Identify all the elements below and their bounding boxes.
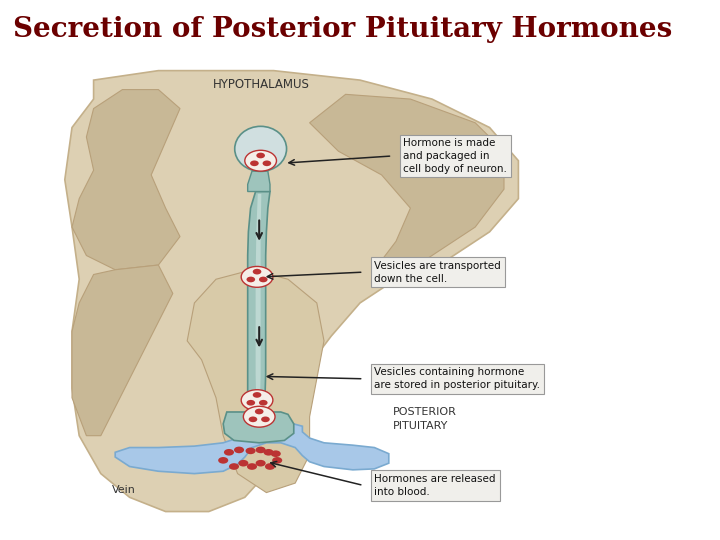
Circle shape xyxy=(263,160,271,166)
Circle shape xyxy=(264,449,274,456)
Polygon shape xyxy=(256,194,261,407)
Circle shape xyxy=(241,266,273,287)
Circle shape xyxy=(234,447,244,453)
Circle shape xyxy=(255,409,264,414)
Circle shape xyxy=(238,460,248,467)
Polygon shape xyxy=(223,412,294,443)
Polygon shape xyxy=(248,192,270,412)
Circle shape xyxy=(261,416,270,422)
Circle shape xyxy=(247,463,257,470)
Circle shape xyxy=(229,463,239,470)
Text: Vesicles are transported
down the cell.: Vesicles are transported down the cell. xyxy=(374,261,501,284)
Circle shape xyxy=(224,449,234,456)
Text: HYPOTHALAMUS: HYPOTHALAMUS xyxy=(212,78,310,91)
Circle shape xyxy=(256,153,265,158)
Text: Hormones are released
into blood.: Hormones are released into blood. xyxy=(374,474,496,497)
Polygon shape xyxy=(248,171,270,192)
Circle shape xyxy=(256,447,266,453)
Circle shape xyxy=(248,416,257,422)
Polygon shape xyxy=(72,265,173,436)
Text: Secretion of Posterior Pituitary Hormones: Secretion of Posterior Pituitary Hormone… xyxy=(13,16,672,43)
Circle shape xyxy=(253,392,261,398)
Circle shape xyxy=(271,450,281,457)
Text: Vein: Vein xyxy=(112,485,135,495)
Polygon shape xyxy=(115,422,389,474)
Circle shape xyxy=(259,400,268,406)
Text: Hormone is made
and packaged in
cell body of neuron.: Hormone is made and packaged in cell bod… xyxy=(403,138,507,174)
Circle shape xyxy=(246,276,255,282)
Circle shape xyxy=(243,406,275,427)
Circle shape xyxy=(265,463,275,470)
Circle shape xyxy=(245,150,276,171)
Circle shape xyxy=(259,276,268,282)
Polygon shape xyxy=(187,270,324,492)
Circle shape xyxy=(241,390,273,410)
Circle shape xyxy=(253,269,261,274)
Circle shape xyxy=(218,457,228,464)
Ellipse shape xyxy=(235,126,287,171)
Circle shape xyxy=(272,457,282,464)
Circle shape xyxy=(246,400,255,406)
Polygon shape xyxy=(310,94,504,279)
Circle shape xyxy=(250,160,258,166)
Circle shape xyxy=(246,448,256,454)
Text: Vesicles containing hormone
are stored in posterior pituitary.: Vesicles containing hormone are stored i… xyxy=(374,367,541,390)
Polygon shape xyxy=(72,90,180,270)
Polygon shape xyxy=(65,71,518,511)
Text: POSTERIOR
PITUITARY: POSTERIOR PITUITARY xyxy=(392,408,456,431)
Circle shape xyxy=(256,460,266,467)
